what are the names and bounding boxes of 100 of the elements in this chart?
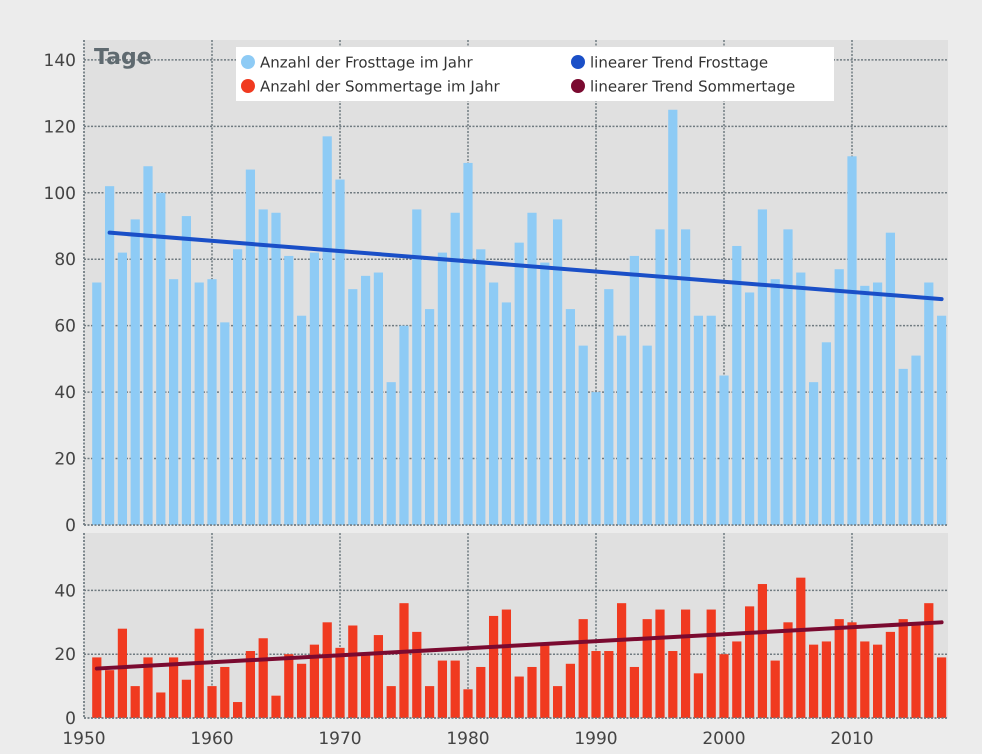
bar <box>706 316 716 525</box>
bar <box>386 382 396 525</box>
bar <box>130 686 140 718</box>
legend-label: Anzahl der Frosttage im Jahr <box>260 53 474 72</box>
bar <box>220 322 230 525</box>
bar <box>207 686 217 718</box>
bar <box>310 252 320 525</box>
bar <box>719 376 729 525</box>
bar <box>822 342 832 525</box>
bar <box>118 252 128 525</box>
y-tick-label: 60 <box>54 316 76 337</box>
bar <box>694 673 704 718</box>
bar <box>296 664 306 718</box>
bar <box>655 229 665 525</box>
y-tick-label: 40 <box>54 581 76 602</box>
bar <box>668 110 678 525</box>
bar <box>374 272 384 525</box>
bar <box>796 578 806 718</box>
bar <box>450 212 460 525</box>
bar <box>143 166 153 525</box>
bar <box>898 368 908 525</box>
bar <box>271 212 281 525</box>
y-tick-label: 20 <box>54 450 76 470</box>
bar <box>412 209 422 525</box>
bar <box>834 619 844 718</box>
bar <box>514 676 524 718</box>
bar <box>591 392 601 525</box>
y-tick-label: 140 <box>44 50 76 71</box>
bar <box>540 644 550 718</box>
bar <box>438 660 448 718</box>
bar <box>924 282 934 525</box>
bar <box>694 316 704 525</box>
y-tick-label: 40 <box>54 383 76 404</box>
bar <box>399 603 409 718</box>
bar <box>655 610 665 718</box>
bar <box>335 180 345 525</box>
bar <box>642 346 652 525</box>
bar <box>566 664 576 718</box>
bar <box>796 272 806 525</box>
bar <box>424 686 434 718</box>
bar <box>182 216 192 525</box>
bar <box>630 666 640 718</box>
bar <box>808 644 818 718</box>
bar <box>578 346 588 525</box>
x-tick-label: 1950 <box>62 729 106 749</box>
bar <box>156 692 166 718</box>
bar <box>104 186 114 525</box>
legend-label: linearer Trend Frosttage <box>590 53 768 72</box>
bar <box>374 635 384 718</box>
bar <box>463 162 473 525</box>
bar <box>616 336 626 525</box>
bar <box>706 610 716 718</box>
bar <box>744 292 754 525</box>
bar <box>668 651 678 718</box>
bar <box>424 309 434 525</box>
bar <box>476 666 486 718</box>
bar <box>92 282 102 525</box>
legend-label: Anzahl der Sommertage im Jahr <box>260 77 501 96</box>
bar <box>834 269 844 525</box>
bar <box>847 156 857 525</box>
bar <box>783 229 793 525</box>
bar <box>232 249 242 525</box>
bar <box>604 651 614 718</box>
x-tick-label: 1990 <box>574 729 618 749</box>
bar <box>438 252 448 525</box>
bar <box>732 246 742 525</box>
bar <box>527 666 537 718</box>
bar <box>924 603 934 718</box>
bar <box>847 622 857 718</box>
bar <box>168 657 178 718</box>
legend-label: linearer Trend Sommertage <box>590 77 796 96</box>
bar <box>246 170 256 525</box>
bar <box>360 654 370 718</box>
x-tick-label: 1960 <box>190 729 234 749</box>
bar <box>642 619 652 718</box>
bar <box>936 316 946 525</box>
bar <box>860 641 870 718</box>
bar <box>680 229 690 525</box>
bar <box>271 696 281 718</box>
x-tick-label: 1970 <box>318 729 362 749</box>
bar <box>886 632 896 718</box>
bar <box>808 382 818 525</box>
x-tick-label: 1980 <box>446 729 490 749</box>
bar <box>322 622 332 718</box>
bar <box>258 209 268 525</box>
bar <box>758 584 768 718</box>
bar <box>566 309 576 525</box>
bar <box>783 622 793 718</box>
bar <box>258 638 268 718</box>
bar <box>182 680 192 718</box>
bar <box>502 302 512 525</box>
y-tick-label: 20 <box>54 645 76 666</box>
x-tick-label: 2010 <box>830 729 874 749</box>
bar <box>335 648 345 718</box>
bar <box>450 660 460 718</box>
bar <box>911 626 921 718</box>
y-tick-label: 0 <box>65 516 76 536</box>
bar <box>578 619 588 718</box>
y-axis-title: Tage <box>94 45 152 70</box>
bar <box>886 232 896 525</box>
